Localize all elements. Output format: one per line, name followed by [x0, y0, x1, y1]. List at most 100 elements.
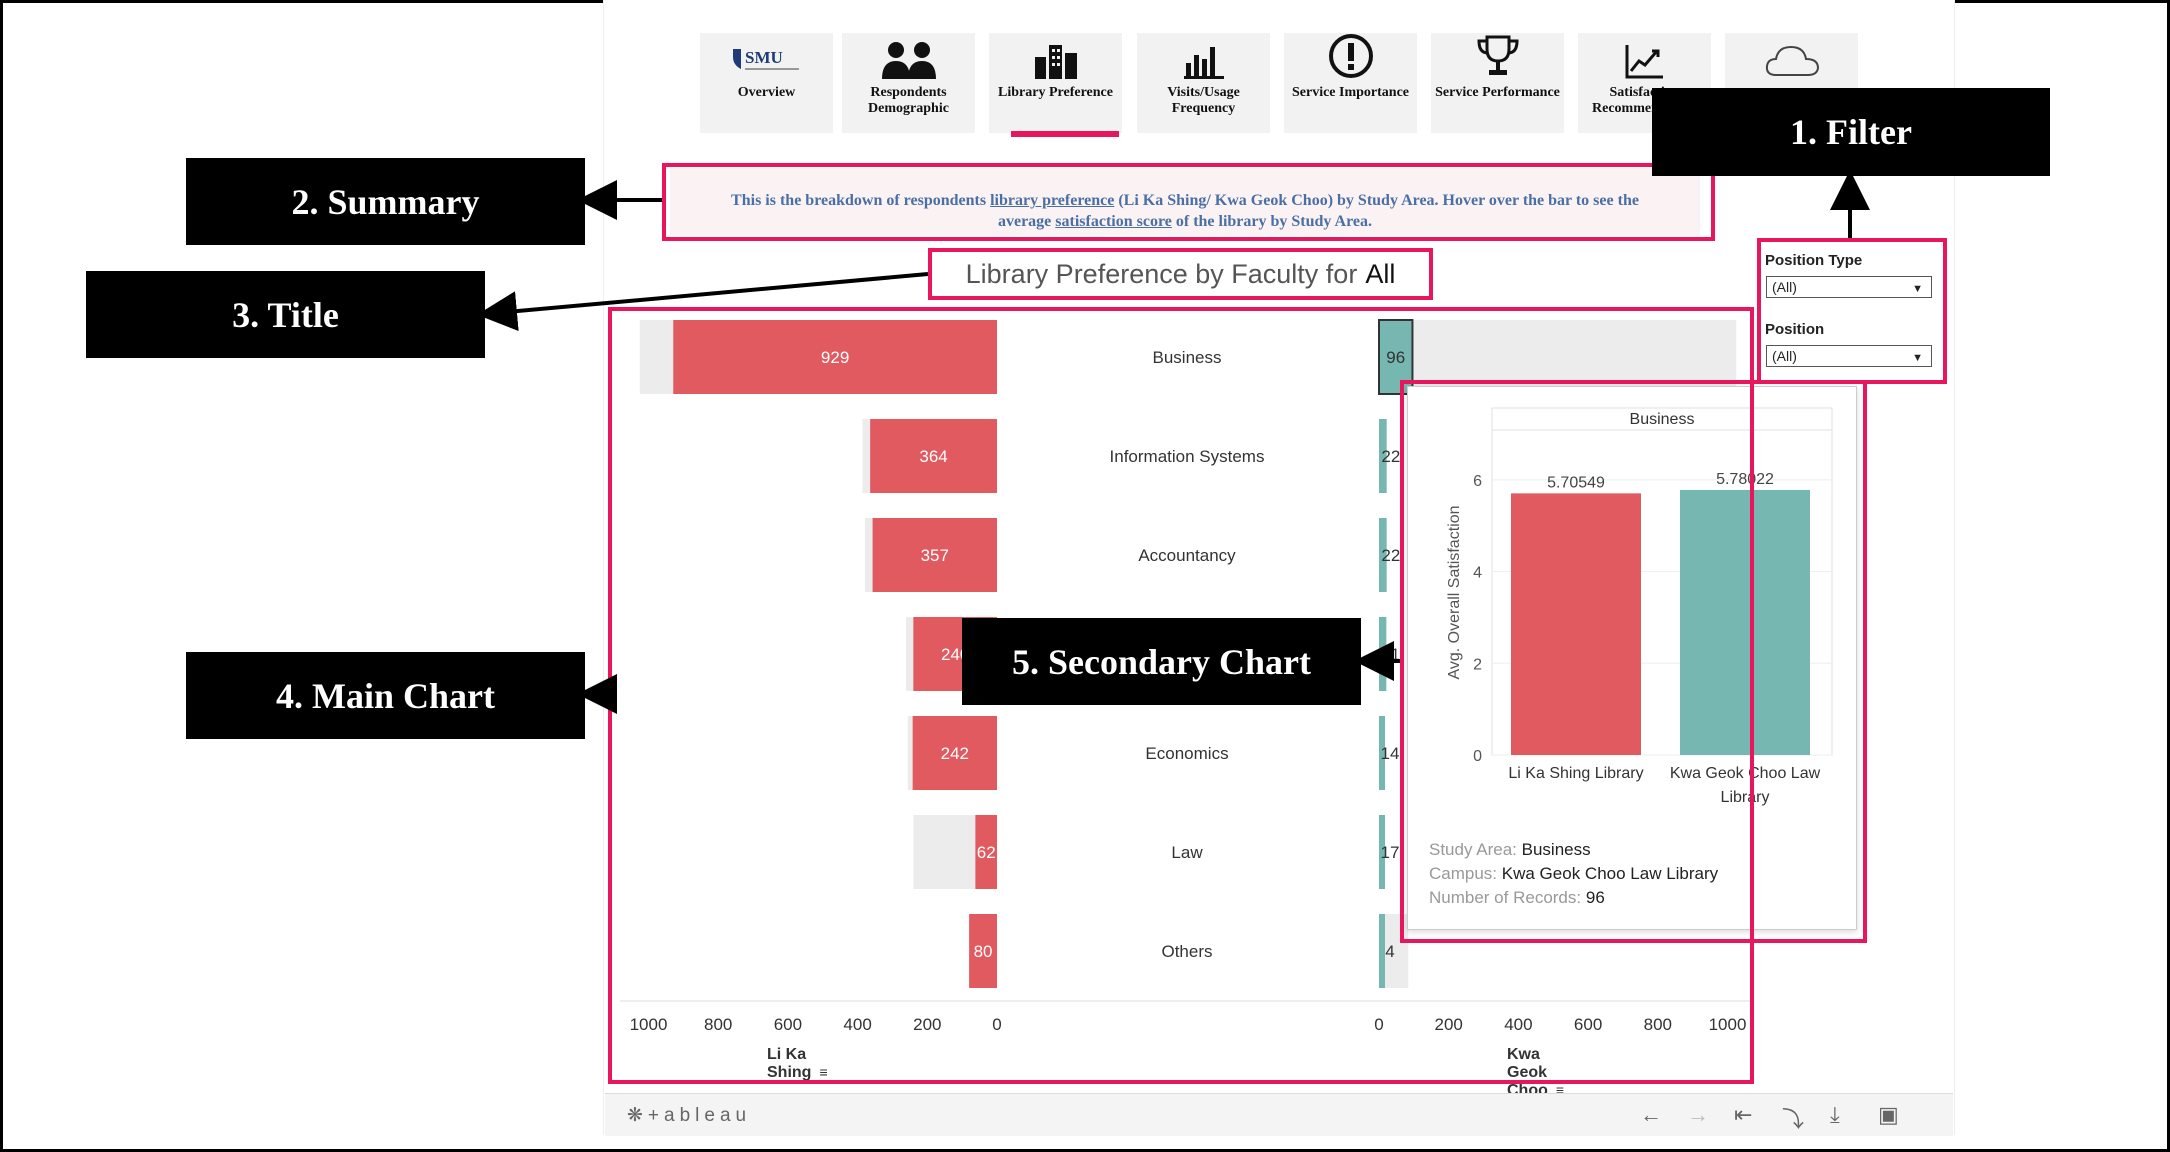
fullscreen-icon[interactable]: ▣ [1878, 1102, 1899, 1127]
tab-label: Service Importance [1291, 85, 1410, 100]
y-tick-label: 6 [1473, 473, 1482, 490]
summary-highlight [662, 163, 1715, 241]
axis-title-li-ka-shing[interactable]: Li Ka Shing ≡ [767, 1046, 828, 1081]
bar-kwa-geok-choo [1379, 815, 1385, 889]
exclamation-icon [1284, 33, 1417, 79]
summary-text: This is the breakdown of respondents lib… [670, 168, 1700, 235]
tab-label: Service Performance [1435, 85, 1560, 100]
library-preference-link[interactable]: library preference [990, 192, 1115, 209]
bar-label-left: 357 [921, 546, 949, 565]
buildings-icon [989, 33, 1122, 79]
bar-li-ka-shing [872, 518, 997, 592]
callout-title: 3. Title [86, 271, 485, 358]
bar-label-right: 4 [1385, 942, 1394, 961]
title-highlight [928, 248, 1433, 300]
x-tick-label-left: 800 [704, 1015, 732, 1034]
secondary-chart-title: Business [1630, 411, 1695, 428]
trophy-icon [1431, 33, 1564, 79]
category-label: Information Systems [1110, 447, 1265, 466]
tableau-cross-icon: ❋ [627, 1105, 648, 1126]
bar-chart-icon [1137, 33, 1270, 79]
tooltip-study-area: Study Area: Business [1429, 840, 1591, 859]
undo-icon[interactable]: ← [1640, 1102, 1662, 1127]
secondary-bar-value-label: 5.70549 [1547, 474, 1605, 491]
bar-kwa-geok-choo [1379, 716, 1385, 790]
callout-secondary-chart: 5. Secondary Chart [962, 618, 1361, 705]
tab-label: Overview [737, 85, 796, 100]
bar-label-right: 17 [1381, 843, 1400, 862]
bar-kwa-geok-choo [1379, 419, 1387, 493]
tooltip-campus: Campus: Kwa Geok Choo Law Library [1429, 864, 1719, 883]
category-label: Accountancy [1138, 546, 1236, 565]
smu-logo-icon: SMU [700, 33, 833, 79]
active-tab-underline [1011, 131, 1119, 137]
trend-line-icon [1578, 33, 1711, 79]
x-tick-label-left: 200 [913, 1015, 941, 1034]
tab-overview[interactable]: SMU Overview [700, 33, 833, 133]
x-tick-label-left: 0 [992, 1015, 1001, 1034]
x-tick-label-right: 600 [1574, 1015, 1602, 1034]
y-axis-label: Avg. Overall Satisfaction [1446, 505, 1463, 679]
tableau-logo[interactable]: ❋+ableau [627, 1105, 752, 1126]
x-tick-label-right: 800 [1644, 1015, 1672, 1034]
tab-label: Visits/Usage Frequency [1167, 85, 1240, 116]
bar-label-left: 929 [821, 348, 849, 367]
share-icon[interactable]: ⤵ [1782, 1107, 1805, 1132]
position-label: Position [1765, 321, 1825, 338]
dropdown-arrow-icon: ▼ [1912, 352, 1923, 364]
x-tick-label-left: 600 [774, 1015, 802, 1034]
position-type-label: Position Type [1765, 252, 1863, 269]
category-label: Economics [1145, 744, 1228, 763]
tab-respondents-demographic[interactable]: Respondents Demographic [842, 33, 975, 133]
tab-library-preference[interactable]: Library Preference [989, 33, 1122, 137]
download-icon[interactable]: ⤓ [1830, 1102, 1840, 1127]
bar-label-right: 96 [1386, 348, 1405, 367]
satisfaction-score-link[interactable]: satisfaction score [1055, 213, 1172, 230]
svg-text:SMU: SMU [745, 48, 783, 67]
x-category-label: Li Ka Shing Library [1508, 765, 1643, 782]
secondary-bar-value-label: 5.78022 [1716, 471, 1774, 488]
x-tick-label-left: 400 [843, 1015, 871, 1034]
position-type-dropdown[interactable]: (All) ▼ [1766, 276, 1932, 298]
tab-visits-usage-frequency[interactable]: Visits/Usage Frequency [1137, 33, 1270, 133]
bar-label-left: 80 [974, 942, 993, 961]
bar-label-left: 364 [919, 447, 947, 466]
x-tick-label-left: 1000 [630, 1015, 668, 1034]
cloud-icon [1725, 33, 1858, 79]
tableau-footer: ❋+ableau ← → ⇤ ⤵ ⤓ ▣ [605, 1093, 1953, 1136]
x-tick-label-right: 0 [1374, 1015, 1383, 1034]
x-tick-label-right: 400 [1504, 1015, 1532, 1034]
bar-li-ka-shing [673, 320, 997, 394]
revert-icon[interactable]: ⇤ [1734, 1102, 1753, 1127]
secondary-bar [1511, 493, 1641, 755]
sort-icon[interactable]: ≡ [819, 1064, 828, 1080]
bar-kwa-geok-choo [1379, 518, 1387, 592]
x-tick-label-right: 1000 [1709, 1015, 1747, 1034]
position-dropdown[interactable]: (All) ▼ [1766, 345, 1932, 367]
tab-label: Respondents Demographic [868, 85, 949, 116]
y-tick-label: 4 [1473, 565, 1482, 582]
secondary-bar [1680, 489, 1810, 755]
bar-li-ka-shing [975, 815, 997, 889]
tab-service-performance[interactable]: Service Performance [1431, 33, 1564, 133]
callout-filter: 1. Filter [1652, 88, 2050, 176]
dropdown-arrow-icon: ▼ [1912, 283, 1923, 295]
callout-main-chart: 4. Main Chart [186, 652, 585, 739]
redo-icon[interactable]: → [1687, 1102, 1709, 1127]
bar-label-left: 242 [941, 744, 969, 763]
category-label: Law [1171, 843, 1203, 862]
x-tick-label-right: 200 [1435, 1015, 1463, 1034]
x-category-label-line1: Kwa Geok Choo Law [1670, 765, 1821, 782]
people-icon [842, 33, 975, 79]
category-label: Others [1161, 942, 1212, 961]
category-label: Business [1153, 348, 1222, 367]
bar-li-ka-shing [870, 419, 997, 493]
bar-kwa-geok-choo [1379, 914, 1385, 988]
bar-label-right: 22 [1381, 447, 1400, 466]
bar-label-right: 14 [1381, 744, 1400, 763]
tab-service-importance[interactable]: Service Importance [1284, 33, 1417, 133]
sort-icon[interactable]: ≡ [1555, 1082, 1565, 1098]
